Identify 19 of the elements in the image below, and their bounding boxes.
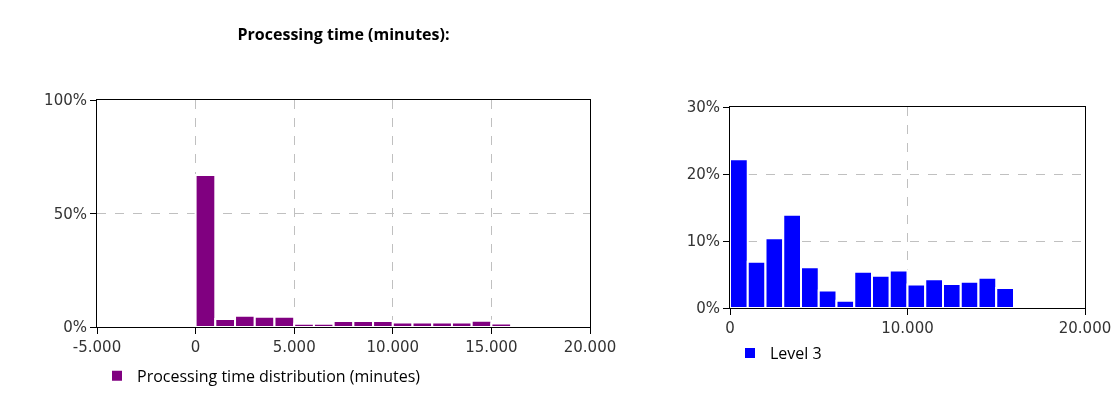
y-tick-label: 100% [44, 91, 87, 110]
x-tick-label: 0 [725, 319, 735, 337]
x-tick-label: 10.000 [366, 338, 420, 356]
x-tick-label: 0 [190, 338, 201, 356]
x-tick-label: 20.000 [1058, 319, 1112, 337]
legend-label: Level 3 [770, 342, 822, 365]
x-tick-label: 5.000 [272, 338, 316, 356]
y-tick-label: 0% [63, 318, 87, 337]
y-tick-label: 30% [686, 98, 720, 117]
x-tick-label: 10.000 [881, 319, 934, 337]
y-tick-label: 50% [53, 204, 87, 223]
legend-label: Processing time distribution (minutes) [137, 364, 421, 387]
y-tick-label: 10% [686, 232, 720, 251]
y-tick-label: 0% [696, 299, 720, 318]
x-tick-label: 20.000 [563, 338, 617, 356]
chart-title: Processing time (minutes): [237, 23, 450, 46]
y-tick-label: 20% [686, 165, 720, 184]
x-tick-label: -5.000 [72, 338, 122, 356]
x-tick-label: 15.000 [465, 338, 518, 356]
